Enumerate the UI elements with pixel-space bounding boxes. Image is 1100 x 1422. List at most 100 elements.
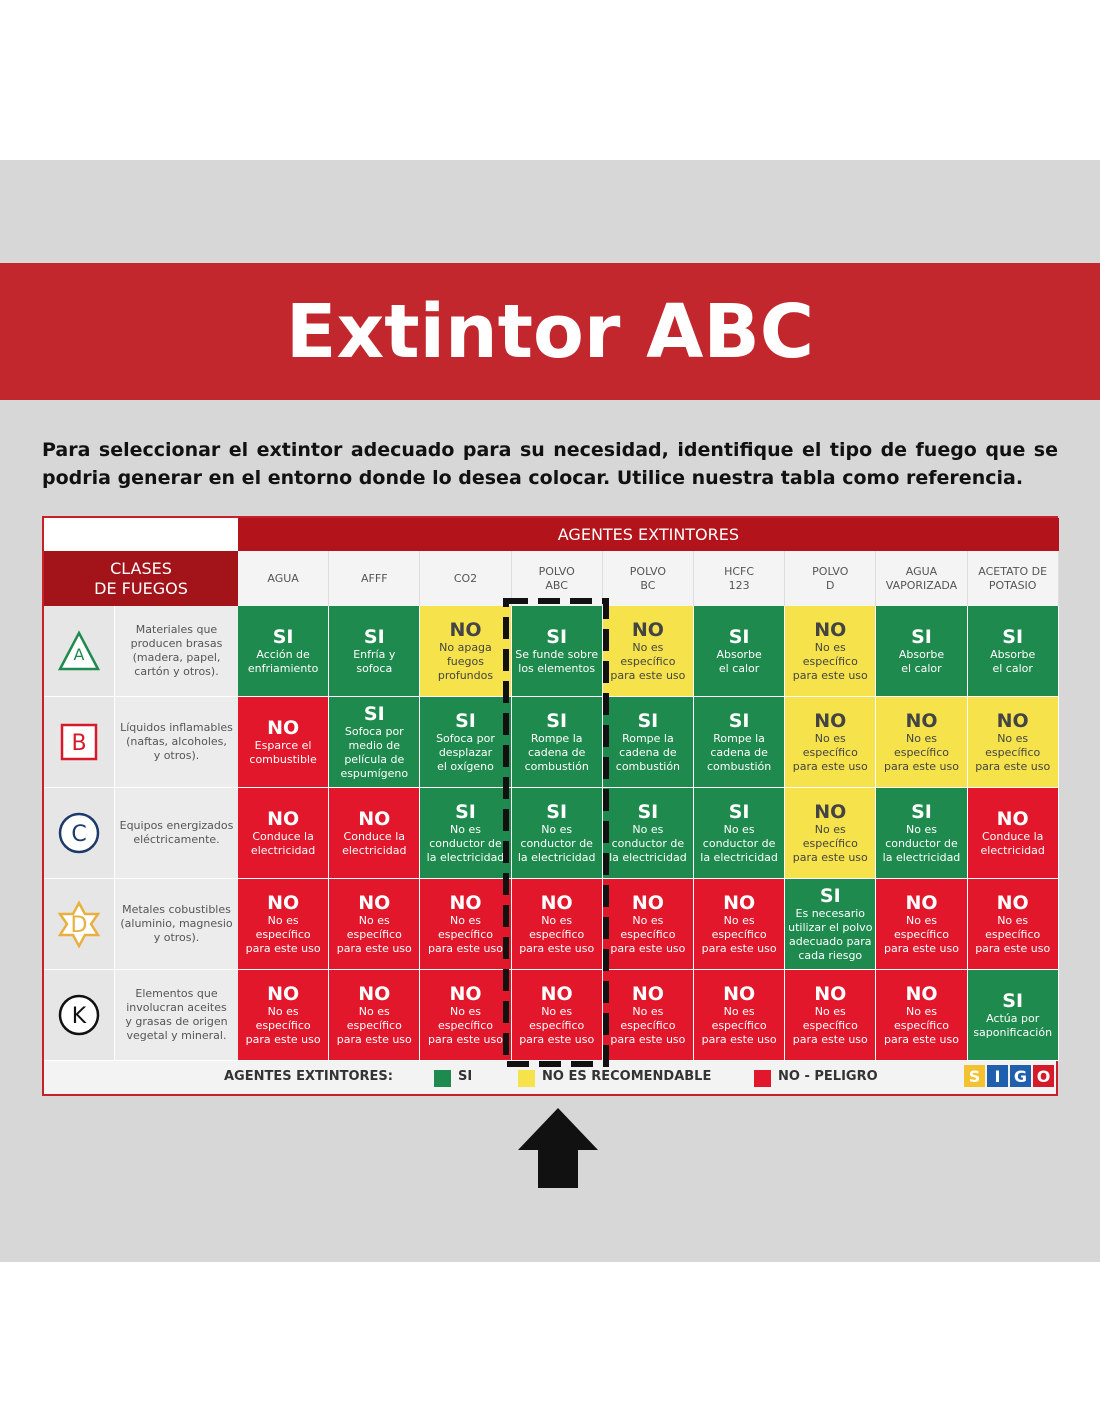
logo-letter: O (1033, 1065, 1054, 1087)
cell: SI No es conductor de la electricidad (420, 788, 512, 879)
cell-status: SI (272, 626, 294, 648)
cell: SI Absorbe el calor (967, 606, 1059, 697)
cell: SI No es conductor de la electricidad (511, 788, 603, 879)
cell: NO Conduce la electricidad (967, 788, 1059, 879)
cell-status: NO (996, 710, 1029, 732)
cell: NO No es específico para este uso (329, 879, 421, 970)
column-header: POLVO ABC (511, 551, 603, 606)
cell-status: SI (546, 801, 568, 823)
cell-status: SI (1002, 626, 1024, 648)
logo-letter: S (964, 1065, 985, 1087)
cell-status: NO (540, 983, 573, 1005)
cell: NO Conduce la electricidad (329, 788, 421, 879)
class-description: Líquidos inflamables (naftas, alcoholes,… (114, 697, 238, 788)
cell-status: SI (911, 626, 932, 648)
cell: SI No es conductor de la electricidad (602, 788, 694, 879)
legend-swatch (518, 1070, 535, 1087)
cell: NO Esparce el combustible (238, 697, 330, 788)
cell: SI Rompe la cadena de combustión (602, 697, 694, 788)
cell-text: No es específico para este uso (519, 914, 595, 955)
cell: NO No es específico para este uso (876, 879, 968, 970)
cell-status: NO (267, 717, 300, 739)
class-letter: B (71, 731, 86, 756)
cell-text: No es específico para este uso (792, 641, 868, 682)
cell-status: NO (449, 892, 482, 914)
row-header: CLASES DE FUEGOS (44, 551, 238, 606)
cell-status: NO (267, 892, 300, 914)
column-header: HCFC 123 (694, 551, 786, 606)
cell: SI Enfría y sofoca (329, 606, 421, 697)
corner (44, 518, 238, 551)
column-header: CO2 (420, 551, 512, 606)
class-description: Equipos energizados eléctricamente. (114, 788, 238, 879)
cell-text: No es específico para este uso (427, 914, 503, 955)
cell-text: No es específico para este uso (792, 1005, 868, 1046)
cell-text: Es necesario utilizar el polvo adecuado … (788, 907, 873, 962)
cell: NO No es específico para este uso (238, 879, 330, 970)
cell-status: SI (363, 703, 385, 725)
cell-text: No es específico para este uso (701, 1005, 777, 1046)
column-header: AGUA (238, 551, 330, 606)
cell-text: Absorbe el calor (898, 648, 945, 675)
cell-status: NO (814, 710, 847, 732)
cell: NO No es específico para este uso (967, 697, 1059, 788)
cell-text: No es específico para este uso (792, 823, 868, 864)
cell: SI No es conductor de la electricidad (694, 788, 786, 879)
cell-text: No es específico para este uso (610, 641, 686, 682)
cell-status: SI (911, 801, 932, 823)
cell-text: No es específico para este uso (883, 732, 959, 773)
title: Extintor ABC (285, 288, 815, 375)
cell-status: SI (728, 801, 750, 823)
icon-cell: A (44, 606, 114, 697)
cell: SI No es conductor de la electricidad (876, 788, 968, 879)
cell: NO No es específico para este uso (785, 606, 877, 697)
class-icon: K (58, 994, 100, 1036)
cell-text: No apaga fuegos profundos (437, 641, 494, 682)
cell: NO No es específico para este uso (511, 970, 603, 1061)
cell-text: No es específico para este uso (245, 914, 321, 955)
cell-text: Conduce la electricidad (250, 830, 316, 857)
icon-cell: K (44, 970, 114, 1061)
logo-letter: I (987, 1065, 1008, 1087)
cell-status: SI (819, 885, 841, 907)
cell-status: NO (905, 710, 938, 732)
cell: NO No es específico para este uso (602, 970, 694, 1061)
cell: NO No es específico para este uso (967, 879, 1059, 970)
class-description: Elementos que involucran aceites y grasa… (114, 970, 238, 1061)
cell: SI Absorbe el calor (876, 606, 968, 697)
cell: NO No apaga fuegos profundos (420, 606, 512, 697)
cell-status: NO (996, 808, 1029, 830)
class-icon: B (60, 723, 98, 761)
cell-status: NO (814, 619, 847, 641)
column-header: AFFF (329, 551, 421, 606)
cell: NO No es específico para este uso (876, 697, 968, 788)
column-header: POLVO BC (602, 551, 694, 606)
legend-swatch (754, 1070, 771, 1087)
cell: NO No es específico para este uso (785, 970, 877, 1061)
cell-status: SI (363, 626, 385, 648)
cell-text: No es conductor de la electricidad (700, 823, 778, 864)
cell-text: No es específico para este uso (610, 914, 686, 955)
cell: SI Actúa por saponificación (967, 970, 1059, 1061)
cell-status: NO (449, 619, 482, 641)
cell: NO No es específico para este uso (876, 970, 968, 1061)
cell: SI Acción de enfriamiento (238, 606, 330, 697)
cell-status: NO (814, 801, 847, 823)
table: AGENTES EXTINTORES CLASES DE FUEGOS AGUA AF… (42, 516, 1059, 1096)
cell-text: No es conductor de la electricidad (517, 823, 596, 864)
legend-label: NO ES RECOMENDABLE (542, 1069, 712, 1084)
cell-text: Se funde sobre los elementos (515, 648, 599, 675)
class-description: Metales cobustibles (aluminio, magnesio … (114, 879, 238, 970)
cell-status: SI (637, 710, 659, 732)
cell: SI Rompe la cadena de combustión (511, 697, 603, 788)
cell-text: No es específico para este uso (610, 1005, 686, 1046)
cell-text: No es específico para este uso (336, 1005, 412, 1046)
cell: SI Absorbe el calor (694, 606, 786, 697)
cell-text: No es específico para este uso (336, 914, 412, 955)
class-icon: A (57, 630, 101, 671)
cell-text: No es específico para este uso (975, 914, 1051, 955)
class-letter: A (74, 645, 85, 664)
cell-status: SI (728, 710, 750, 732)
cell: NO No es específico para este uso (420, 879, 512, 970)
